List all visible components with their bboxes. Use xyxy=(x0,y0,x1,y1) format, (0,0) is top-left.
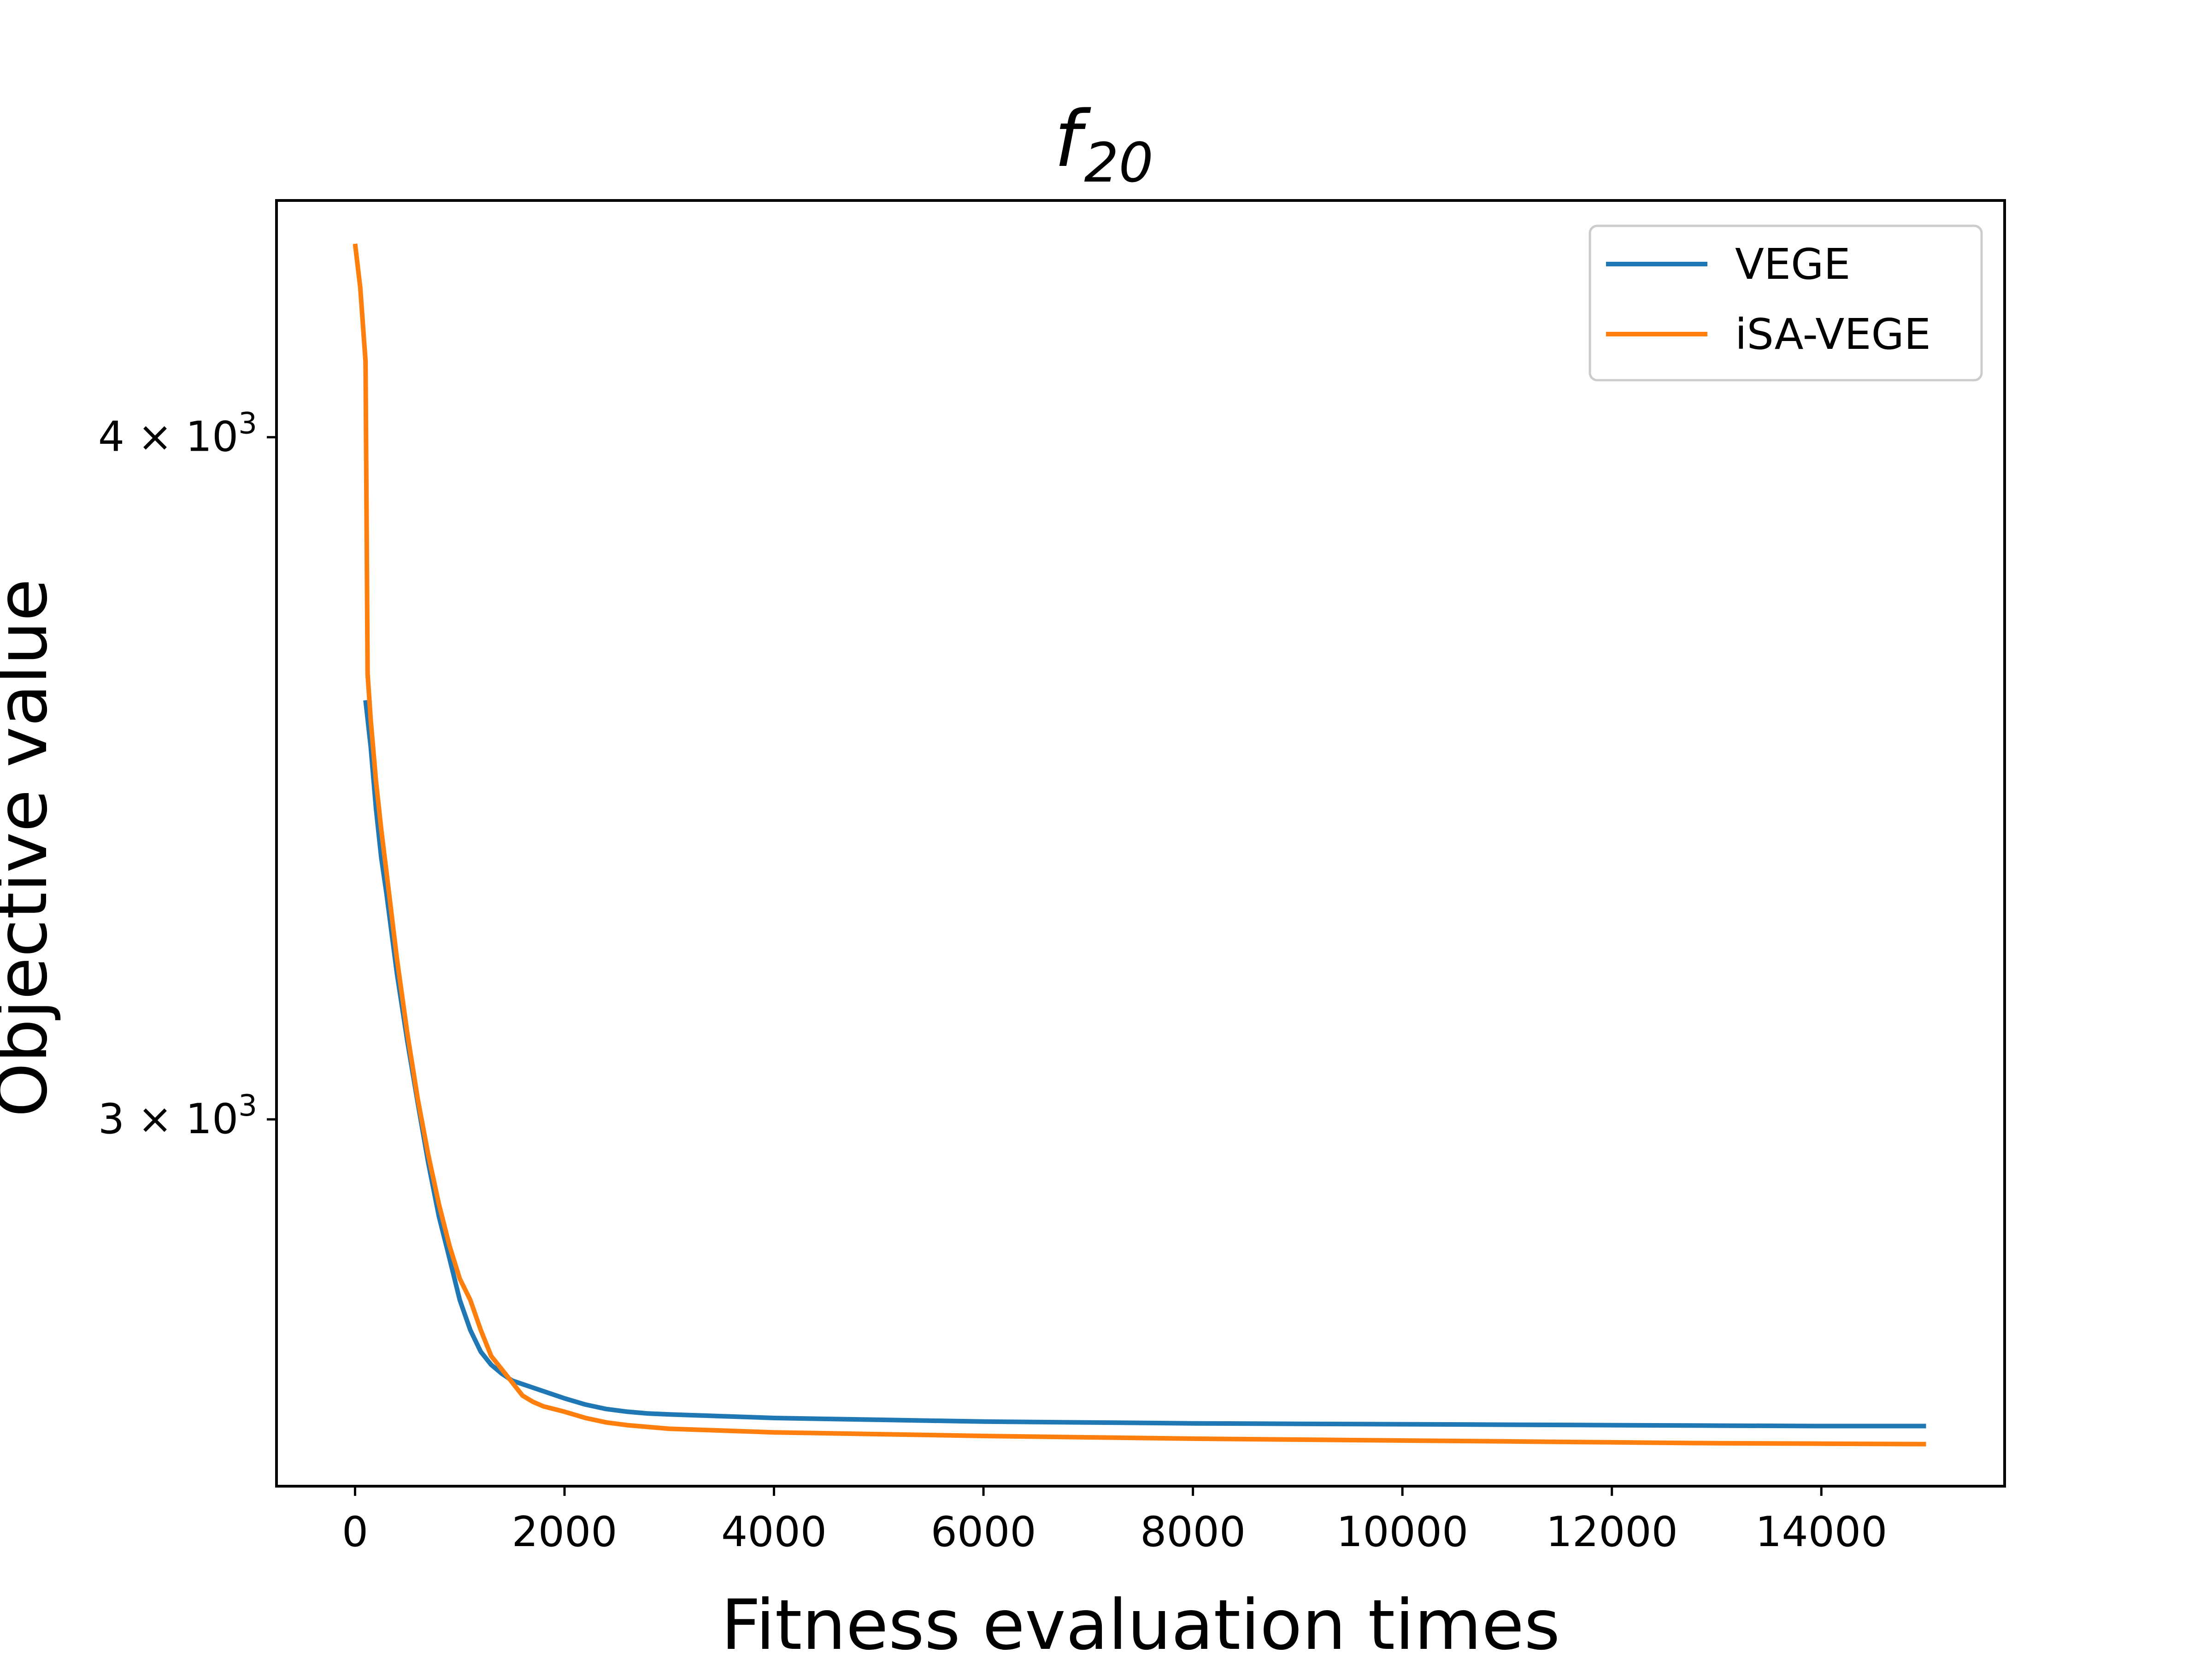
legend-label: iSA-VEGE xyxy=(1735,310,1931,359)
plot-frame xyxy=(275,199,2006,1488)
series-line-isa-vege xyxy=(353,243,1926,1447)
x-tick-label: 2000 xyxy=(512,1508,617,1556)
y-tick-label: 3 × 103 xyxy=(98,1089,257,1143)
x-tick-label: 14000 xyxy=(1755,1508,1887,1556)
x-tick-label: 6000 xyxy=(931,1508,1036,1556)
legend: VEGE iSA-VEGE xyxy=(1588,224,1983,382)
x-tick-label: 0 xyxy=(342,1508,368,1556)
y-tick-label: 4 × 103 xyxy=(98,407,257,461)
x-axis-label: Fitness evaluation times xyxy=(721,1585,1560,1659)
axis-ticks: 0 2000 4000 6000 8000 10000 12000 14000 4 × 103 3… xyxy=(98,407,1888,1556)
chart-title-subscript: 20 xyxy=(1084,131,1153,194)
x-tick-label: 10000 xyxy=(1336,1508,1468,1556)
x-tick-label: 4000 xyxy=(721,1508,827,1556)
x-tick-label: 8000 xyxy=(1140,1508,1246,1556)
y-axis-label: Objective value xyxy=(0,579,63,1118)
x-tick-label: 12000 xyxy=(1546,1508,1678,1556)
plot-lines xyxy=(353,243,1926,1447)
legend-label: VEGE xyxy=(1735,240,1850,289)
